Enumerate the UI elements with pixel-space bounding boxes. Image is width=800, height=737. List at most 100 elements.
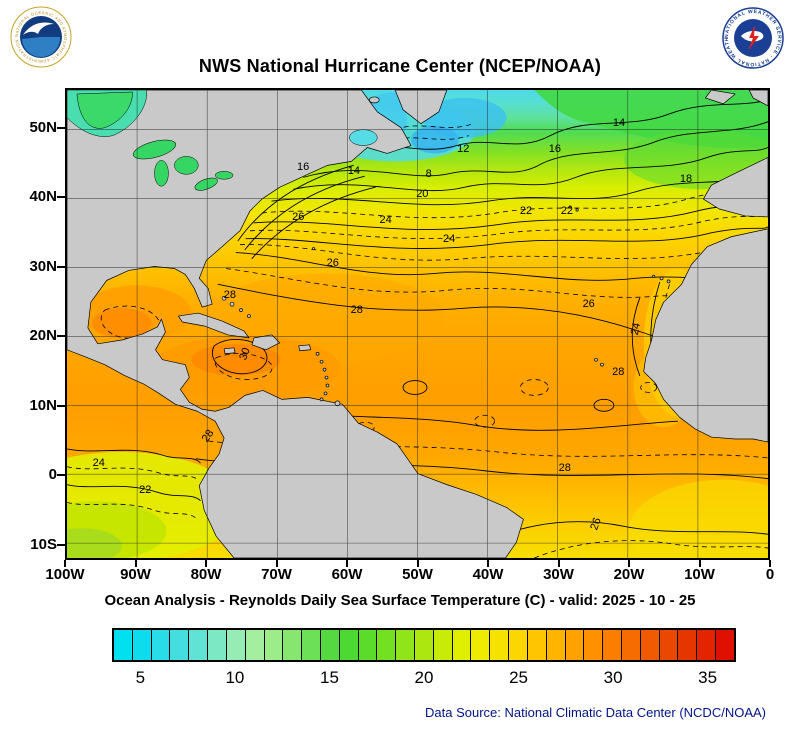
lon-tick-label: 10W <box>684 566 715 583</box>
colorbar-segment <box>189 630 209 660</box>
hispaniola <box>251 334 281 351</box>
lon-tick-mark <box>416 560 419 567</box>
colorbar-segment <box>339 630 359 660</box>
colorbar-tick-label: 5 <box>135 668 146 687</box>
lon-tick-mark <box>487 560 489 567</box>
lon-tick-mark <box>346 560 348 567</box>
cuba <box>178 312 250 339</box>
colorbar-segment <box>283 630 303 660</box>
lat-tick-mark <box>57 335 65 338</box>
lat-tick-mark <box>57 474 65 477</box>
greenland-tip <box>394 90 448 125</box>
colorbar-tick-label: 15 <box>319 668 339 687</box>
temperature-colorbar <box>112 628 736 662</box>
colorbar-tick-label: 35 <box>698 668 718 687</box>
colorbar-segment <box>264 630 284 660</box>
colorbar-segment <box>151 630 171 660</box>
colorbar-segment <box>320 630 340 660</box>
noaa-ocean <box>22 37 61 58</box>
colorbar-segment <box>546 630 566 660</box>
atlantic-islands <box>312 205 671 367</box>
colorbar-segment <box>433 630 453 660</box>
lat-tick-label: 20N <box>29 327 57 345</box>
nws-logo[interactable]: NATIONAL WEATHER SERVICE - NATIONAL WEAT… <box>720 3 784 69</box>
colorbar-segment <box>697 630 716 660</box>
lon-tick-label: 20W <box>613 566 645 583</box>
noaa-logo-image: NATIONAL OCEANIC AND ATMOSPHERIC ADMINIS… <box>8 2 72 68</box>
lon-tick-label: 90W <box>120 566 151 583</box>
colorbar-segment <box>565 630 585 660</box>
puerto-rico <box>298 344 311 352</box>
africa-landmass <box>643 228 768 443</box>
lat-tick-label: 30N <box>29 257 57 275</box>
jamaica <box>223 347 236 355</box>
lat-tick-label: 0 <box>48 466 57 484</box>
lon-tick-mark <box>134 560 137 567</box>
northeast-corner-land <box>748 90 768 107</box>
noaa-seagull-icon <box>23 22 54 35</box>
james-bay <box>76 91 133 129</box>
noaa-logo[interactable]: NATIONAL OCEANIC AND ATMOSPHERIC ADMINIS… <box>8 2 72 68</box>
sst-map: 12 8 14 16 16 14 18 20 26 24 22 22 24 26 28 28 26 24 30 28 2… <box>65 88 770 560</box>
page-title: NWS National Hurricane Center (NCEP/NOAA… <box>198 56 602 76</box>
greenland-islet <box>368 96 380 104</box>
lat-tick-label: 40N <box>29 188 57 206</box>
colorbar-segment <box>170 630 190 660</box>
colorbar-segment <box>490 630 510 660</box>
inland-water-layer <box>67 90 378 191</box>
sst-map-image <box>67 90 768 558</box>
data-source-note: Data Source: National Climatic Data Cent… <box>425 705 766 720</box>
colorbar-segment <box>527 630 547 660</box>
colorbar-segment <box>603 630 622 660</box>
lon-tick-mark <box>769 560 771 567</box>
bahamas <box>221 295 251 318</box>
lat-tick-mark <box>57 126 65 129</box>
lon-tick-mark <box>275 560 278 567</box>
colorbar-tick-label: 10 <box>225 668 245 687</box>
colorbar-tick-label: 30 <box>603 668 623 687</box>
nws-lightning-icon <box>748 25 759 51</box>
colorbar-segment <box>208 630 227 660</box>
lon-tick-mark <box>557 560 560 567</box>
colorbar-segment <box>509 630 528 660</box>
colorbar-segment <box>132 630 152 660</box>
lon-tick-label: 100W <box>45 566 85 583</box>
colorbar-tick-label: 20 <box>414 668 434 687</box>
lon-tick-label: 80W <box>190 566 222 583</box>
lat-tick-label: 10S <box>30 535 57 553</box>
colorbar-segment <box>114 630 133 660</box>
colorbar-segment <box>471 630 491 660</box>
lon-tick-label: 40W <box>472 566 504 583</box>
map-caption: Ocean Analysis - Reynolds Daily Sea Surf… <box>104 592 696 609</box>
lat-tick-mark <box>57 404 65 407</box>
colorbar-segment <box>226 630 246 660</box>
gulf-of-st-lawrence <box>349 129 378 146</box>
lat-tick-mark <box>57 196 65 199</box>
land-layer <box>67 90 768 558</box>
lesser-antilles <box>315 351 341 407</box>
graticule-grid <box>67 90 768 558</box>
lon-tick-label: 0 <box>765 566 775 583</box>
colorbar-segment <box>377 630 397 660</box>
lat-tick-mark <box>57 543 65 546</box>
lon-tick-mark <box>698 560 701 567</box>
colorbar-segment <box>415 630 434 660</box>
nws-logo-image: NATIONAL WEATHER SERVICE - NATIONAL WEAT… <box>720 3 784 69</box>
lon-tick-mark <box>205 560 207 567</box>
colorbar-segment <box>302 630 321 660</box>
colorbar-segment <box>621 630 641 660</box>
colorbar-segment <box>358 630 378 660</box>
lon-tick-label: 30W <box>543 566 574 583</box>
colorbar-segment <box>396 630 415 660</box>
colorbar-segment <box>245 630 265 660</box>
lon-tick-mark <box>628 560 630 567</box>
lat-tick-mark <box>57 265 65 268</box>
americas-landmass <box>67 90 524 558</box>
great-lakes <box>133 139 234 191</box>
colorbar-segment <box>678 630 698 660</box>
lon-tick-mark <box>64 560 66 567</box>
colorbar-segment <box>640 630 660 660</box>
lon-tick-label: 60W <box>331 566 363 583</box>
iberia <box>703 157 768 218</box>
